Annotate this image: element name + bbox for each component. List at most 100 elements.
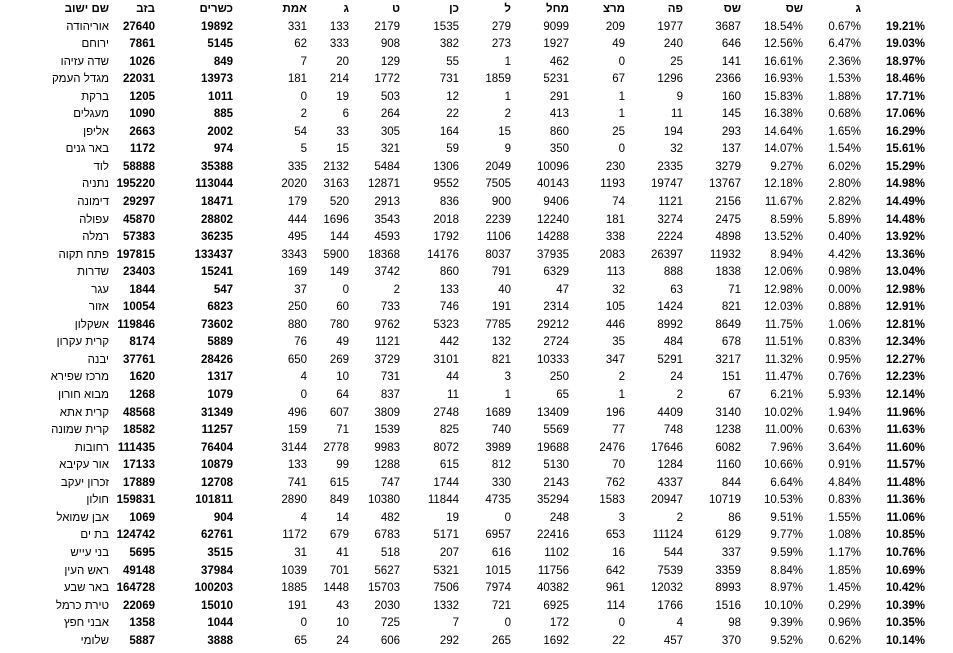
cell-value: 650 xyxy=(287,353,307,366)
table-row: שדרות 23403 15241 169 149 3742 860 791 6329 113 88… xyxy=(0,264,928,282)
cell-value: 144 xyxy=(329,231,349,244)
cell-value: 4.42% xyxy=(828,248,861,261)
cell-value: 31 xyxy=(294,546,307,559)
cell-value: 2778 xyxy=(323,441,349,454)
cell-value: 520 xyxy=(329,196,349,209)
cell-value: 1744 xyxy=(433,476,459,489)
cell-value: 77 xyxy=(612,424,625,437)
cell-value: 0.98% xyxy=(828,266,861,279)
cell-value: 14.49% xyxy=(885,196,925,209)
cell-value: 113 xyxy=(606,266,625,279)
cell-value: 11.96% xyxy=(886,406,925,419)
cell-value: 484 xyxy=(663,336,683,349)
cell-value: 19.21% xyxy=(885,20,925,33)
cell-value: 1859 xyxy=(485,73,511,86)
cell-value: 101811 xyxy=(195,494,233,507)
cell-value: 413 xyxy=(549,108,569,121)
cell-value: 849 xyxy=(329,494,349,507)
cell-value: 250 xyxy=(549,371,569,384)
cell-value: 191 xyxy=(491,301,511,314)
cell-value: 1172 xyxy=(130,143,155,156)
cell-value: 4409 xyxy=(657,406,683,419)
cell-settlement-name: ירוחם xyxy=(81,38,110,51)
cell-value: 6823 xyxy=(207,301,233,314)
cell-value: 888 xyxy=(663,266,683,279)
cell-value: 5231 xyxy=(543,73,569,86)
cell-value: 9762 xyxy=(374,318,400,331)
cell-value: 0.91% xyxy=(828,459,861,472)
cell-value: 141 xyxy=(721,55,741,68)
cell-value: 105 xyxy=(605,301,625,314)
cell-value: 836 xyxy=(439,196,459,209)
cell-value: 2002 xyxy=(207,125,233,138)
cell-value: 5145 xyxy=(207,38,233,51)
cell-value: 70 xyxy=(612,459,625,472)
cell-value: 2663 xyxy=(129,125,155,138)
cell-value: 164 xyxy=(439,125,459,138)
cell-value: 2 xyxy=(504,108,511,121)
cell-value: 8.94% xyxy=(770,248,803,261)
cell-value: 63 xyxy=(670,283,683,296)
cell-settlement-name: מעגלים xyxy=(73,108,109,121)
table-row: ירוחם 7861 5145 62 333 908 382 273 1927 49 240 646 1… xyxy=(0,36,928,54)
cell-value: 16.29% xyxy=(885,125,925,138)
cell-value: 5887 xyxy=(129,634,155,647)
cell-value: 731 xyxy=(439,73,459,86)
cell-value: 10 xyxy=(336,371,349,384)
cell-value: 86 xyxy=(728,511,741,524)
cell-value: 8.84% xyxy=(770,564,803,577)
cell-value: 12.06% xyxy=(763,266,803,279)
cell-value: 1090 xyxy=(129,108,155,121)
cell-settlement-name: לוד xyxy=(93,160,109,173)
cell-value: 10.02% xyxy=(763,406,803,419)
cell-value: 1238 xyxy=(715,424,741,437)
cell-value: 111435 xyxy=(117,441,155,454)
cell-settlement-name: מבוא חורון xyxy=(58,389,109,402)
cell-value: 17.71% xyxy=(885,90,925,103)
cell-value: 133 xyxy=(329,20,349,33)
table-row: בת ים 124742 62761 1172 679 6783 5171 6957 22416… xyxy=(0,527,928,545)
cell-value: 0.83% xyxy=(828,494,861,507)
cell-value: 1535 xyxy=(433,20,459,33)
cell-value: 721 xyxy=(491,599,511,612)
column-header: פה xyxy=(667,3,683,15)
cell-settlement-name: רמלה xyxy=(82,231,109,244)
cell-value: 812 xyxy=(491,459,511,472)
cell-value: 5 xyxy=(300,143,307,156)
cell-value: 28426 xyxy=(201,353,233,366)
cell-value: 114 xyxy=(606,599,625,612)
cell-value: 65 xyxy=(556,389,569,402)
cell-value: 4 xyxy=(300,371,307,384)
cell-value: 179 xyxy=(287,196,307,209)
cell-value: 18.46% xyxy=(885,73,925,86)
cell-settlement-name: אוריהודה xyxy=(66,20,109,33)
cell-settlement-name: ראש העין xyxy=(64,564,109,577)
cell-value: 825 xyxy=(439,424,459,437)
cell-value: 780 xyxy=(329,318,349,331)
cell-value: 3279 xyxy=(715,160,741,173)
cell-value: 1026 xyxy=(129,55,155,68)
cell-value: 653 xyxy=(605,529,625,542)
cell-value: 5695 xyxy=(129,546,155,559)
cell-value: 1284 xyxy=(657,459,683,472)
cell-settlement-name: באר גנים xyxy=(65,143,109,156)
cell-value: 71 xyxy=(336,424,349,437)
cell-value: 3274 xyxy=(657,213,683,226)
cell-value: 11.48% xyxy=(886,476,925,489)
cell-value: 11.57% xyxy=(886,459,925,472)
cell-value: 3359 xyxy=(715,564,741,577)
cell-value: 821 xyxy=(491,353,511,366)
cell-settlement-name: בת ים xyxy=(80,529,109,542)
cell-value: 974 xyxy=(213,143,233,156)
cell-value: 821 xyxy=(721,301,741,314)
cell-value: 132 xyxy=(491,336,511,349)
cell-value: 1 xyxy=(618,108,625,121)
cell-value: 10.10% xyxy=(763,599,803,612)
cell-value: 145 xyxy=(721,108,741,121)
table-row: ראש העין 49148 37984 1039 701 5627 5321 1015 117… xyxy=(0,563,928,581)
cell-value: 4 xyxy=(676,617,683,630)
cell-value: 164728 xyxy=(116,582,155,595)
cell-value: 7539 xyxy=(657,564,683,577)
cell-value: 23403 xyxy=(123,266,155,279)
cell-value: 0 xyxy=(618,617,625,630)
